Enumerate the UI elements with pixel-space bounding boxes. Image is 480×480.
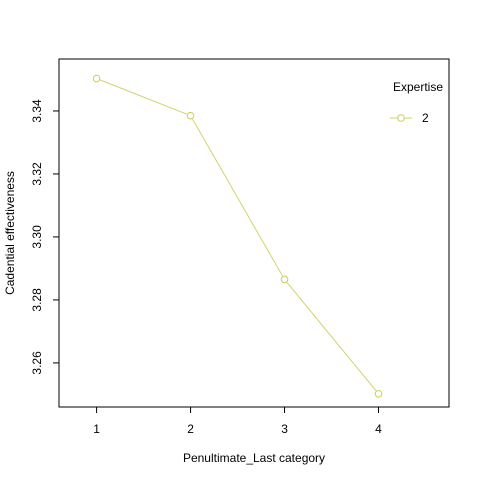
legend-entry-label: 2 bbox=[422, 111, 429, 125]
y-tick-label: 3.30 bbox=[30, 225, 44, 249]
series-line-segment bbox=[100, 79, 188, 115]
x-tick-label: 1 bbox=[93, 422, 100, 436]
y-tick-label: 3.34 bbox=[30, 99, 44, 123]
plot-frame bbox=[58, 58, 450, 408]
data-point bbox=[374, 389, 383, 398]
y-tick-label: 3.32 bbox=[30, 162, 44, 186]
legend: Expertise 2 bbox=[390, 80, 443, 125]
x-tick-label: 2 bbox=[187, 422, 194, 436]
y-tick-label: 3.26 bbox=[30, 351, 44, 375]
data-point bbox=[280, 275, 289, 284]
series-layer bbox=[92, 74, 383, 398]
legend-title: Expertise bbox=[393, 80, 443, 94]
legend-swatch-marker bbox=[397, 114, 405, 122]
data-point bbox=[186, 111, 195, 120]
x-axis: 1 2 3 4 bbox=[93, 407, 382, 436]
y-axis: 3.26 3.28 3.30 3.32 3.34 bbox=[30, 99, 59, 375]
x-tick-label: 4 bbox=[375, 422, 382, 436]
x-tick-label: 3 bbox=[281, 422, 288, 436]
series-line-segment bbox=[286, 282, 377, 392]
y-axis-label: Cadential effectiveness bbox=[3, 171, 17, 295]
series-line-segment bbox=[192, 118, 283, 277]
y-tick-label: 3.28 bbox=[30, 288, 44, 312]
data-point bbox=[92, 74, 101, 83]
x-axis-label: Penultimate_Last category bbox=[183, 451, 325, 465]
